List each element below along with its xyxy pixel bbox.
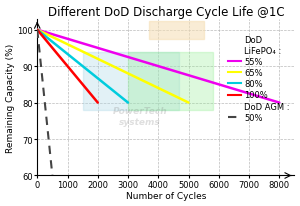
Bar [149, 21, 204, 40]
Text: PowerTech
systems: PowerTech systems [113, 107, 167, 126]
X-axis label: Number of Cycles: Number of Cycles [126, 192, 206, 200]
Title: Different DoD Discharge Cycle Life @1C: Different DoD Discharge Cycle Life @1C [47, 6, 284, 19]
Bar [82, 52, 179, 110]
Bar [128, 52, 213, 110]
Y-axis label: Remaining Capacity (%): Remaining Capacity (%) [6, 43, 15, 152]
Legend: DoD, LiFePO₄ :, 55%, 65%, 80%, 100%, DoD AGM :, 50%: DoD, LiFePO₄ :, 55%, 65%, 80%, 100%, DoD… [227, 35, 290, 123]
